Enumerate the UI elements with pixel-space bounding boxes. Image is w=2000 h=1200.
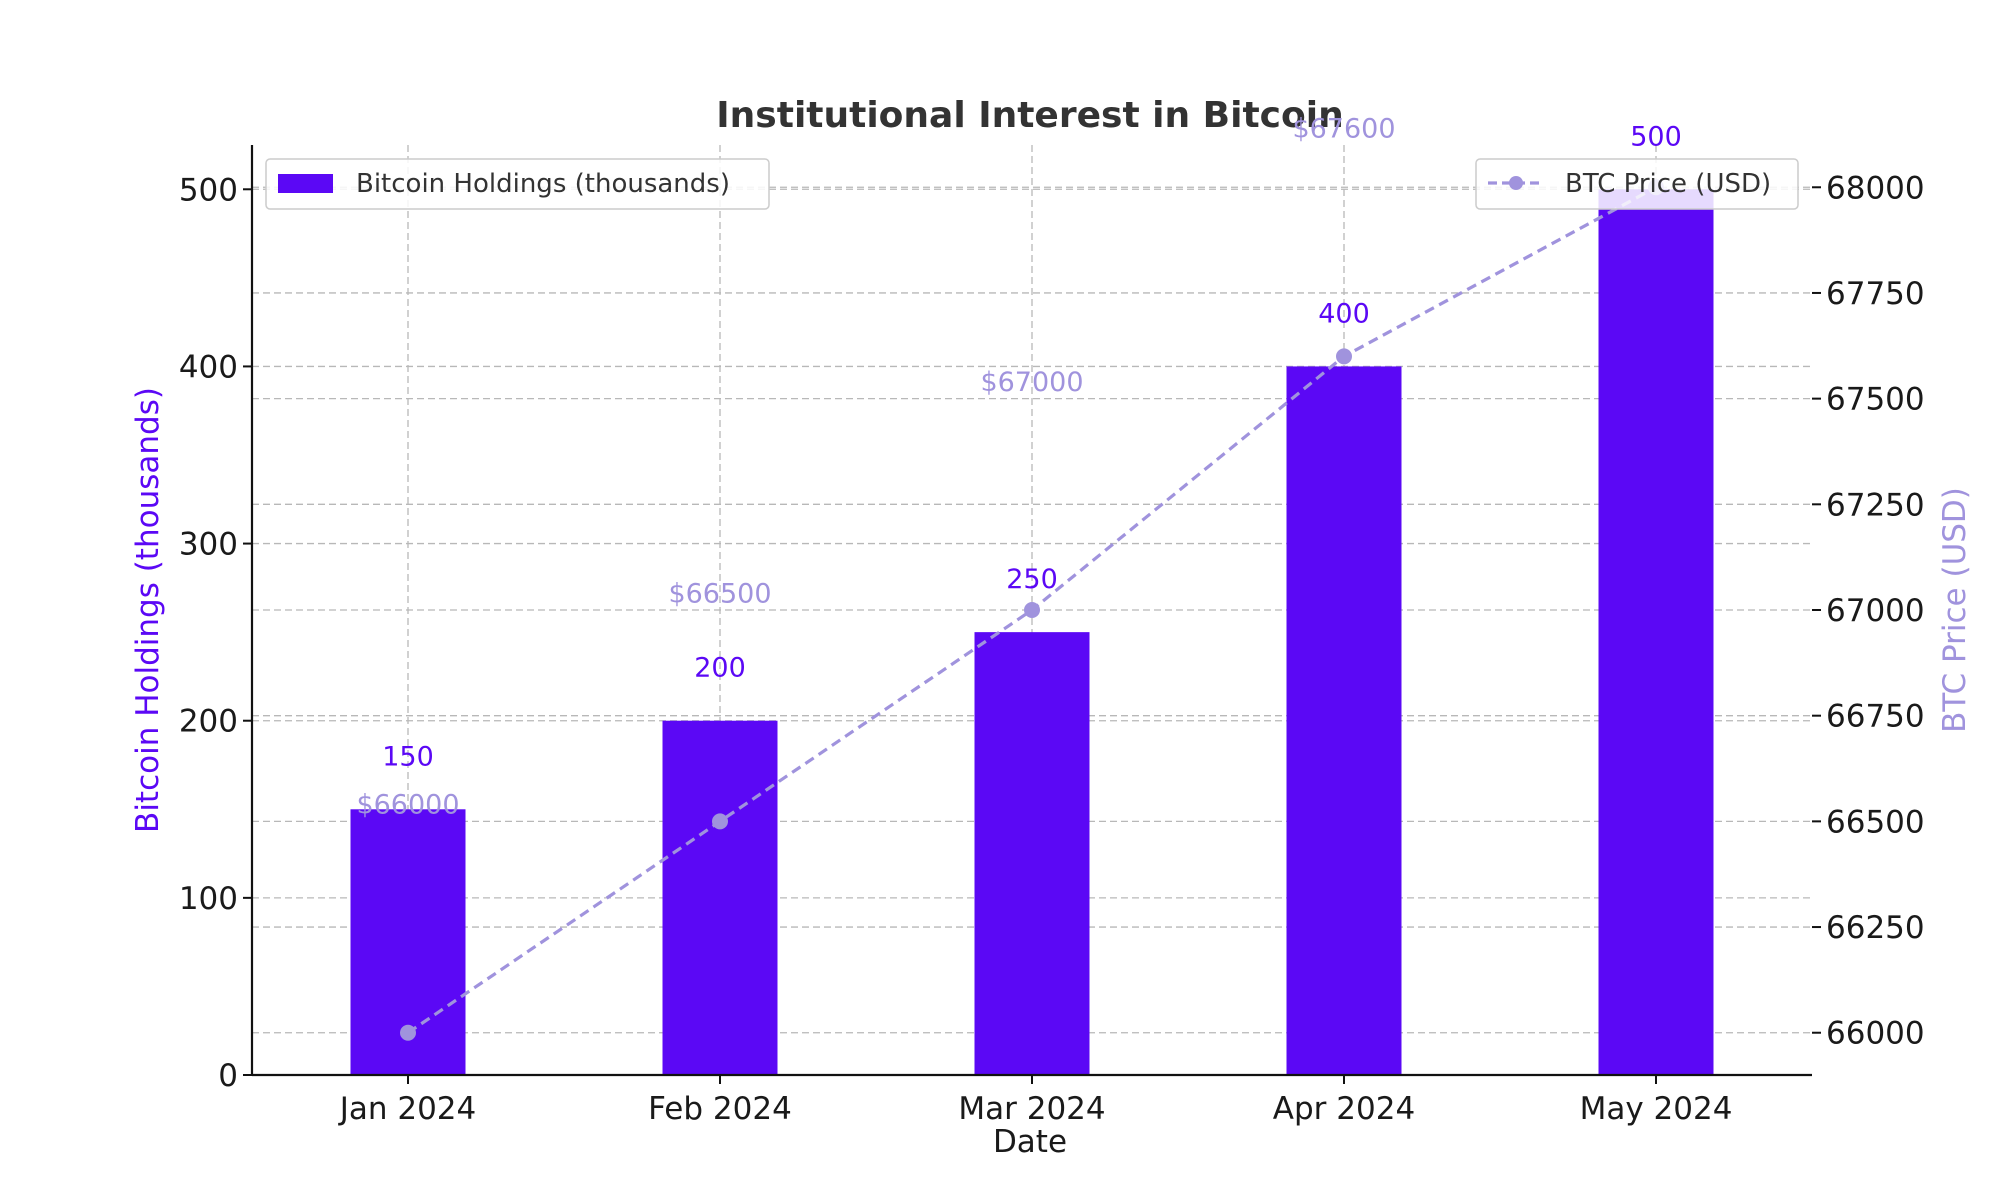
y-axis-right-label: BTC Price (USD) [1937,487,1973,733]
bar-value-label: 400 [1318,298,1370,329]
y-right-tick-label: 66000 [1826,1016,1925,1052]
bar [974,632,1090,1075]
price-point [1024,602,1040,618]
bar-value-label: 250 [1006,564,1058,595]
y-right-tick-label: 67500 [1826,382,1925,418]
bar [1598,189,1714,1076]
y-left-tick-label: 500 [179,172,238,208]
bar [1286,366,1402,1075]
legend-bars-frame [265,158,770,210]
y-right-tick-label: 66500 [1826,804,1925,840]
y-right-tick-label: 66750 [1826,699,1925,735]
price-value-label: $67000 [980,367,1083,398]
x-axis-label: Date [993,1124,1067,1160]
y-right-tick-label: 68000 [1826,170,1925,206]
chart-title: Institutional Interest in Bitcoin [716,95,1343,136]
y-left-tick-label: 100 [179,881,238,917]
y-right-tick-label: 66250 [1826,910,1925,946]
legend-line-label: BTC Price (USD) [1565,169,1771,199]
bar [662,720,778,1075]
y-left-tick-label: 0 [218,1058,238,1094]
bar-value-label: 200 [694,653,746,684]
legend-line: BTC Price (USD) [1475,158,1799,210]
price-value-label: $66000 [356,790,459,821]
x-tick-label: Mar 2024 [958,1091,1105,1127]
price-point [1336,348,1352,365]
y-left-tick-label: 300 [179,527,238,563]
price-point [400,1024,416,1041]
legend-bars-swatch [278,174,333,193]
y-left-tick-label: 400 [179,349,238,385]
legend-bars: Bitcoin Holdings (thousands) [265,158,770,210]
y-right-tick-label: 67000 [1826,593,1925,629]
y-left-tick-label: 200 [179,704,238,740]
price-point [712,813,728,830]
price-value-label: $66500 [668,578,771,609]
y-right-tick-label: 67250 [1826,487,1925,523]
x-tick-label: Feb 2024 [648,1091,792,1127]
legend-bars-label: Bitcoin Holdings (thousands) [356,169,730,199]
x-tick-label: Apr 2024 [1273,1091,1415,1127]
legend-line-frame [1475,158,1799,210]
bar-layer [350,189,1714,1076]
price-value-label: $67600 [1292,113,1395,144]
legend-line-marker [1509,176,1523,190]
x-tick-label: Jan 2024 [338,1091,477,1127]
bar-value-label: 150 [382,741,434,772]
y-right-tick-label: 67750 [1826,276,1925,312]
y-axis-left-label: Bitcoin Holdings (thousands) [130,387,166,833]
x-tick-label: May 2024 [1580,1091,1733,1127]
bar-value-label: 500 [1630,121,1682,152]
label-layer: 150200250400500$66000$66500$67000$67600$… [356,113,1682,821]
axis-layer: 0 100 200 300 400 500 66000 66250 66500 66750 6700… [179,145,1925,1127]
